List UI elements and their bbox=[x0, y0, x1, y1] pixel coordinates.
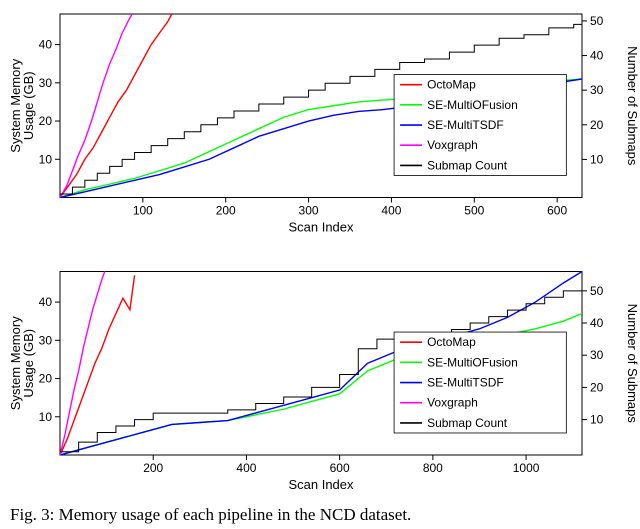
svg-text:1000: 1000 bbox=[513, 461, 540, 475]
svg-text:20: 20 bbox=[39, 372, 53, 386]
legend-label: SE-MultiOFusion bbox=[427, 355, 518, 369]
legend-label: SE-MultiOFusion bbox=[427, 98, 518, 112]
svg-text:50: 50 bbox=[590, 284, 604, 298]
memory-usage-figure: 100 200 300 400 500 600 10 20 30 40 10 20 30 40 50 Scan… bbox=[0, 0, 640, 499]
svg-text:20: 20 bbox=[39, 114, 53, 128]
svg-text:800: 800 bbox=[423, 461, 443, 475]
legend-label: SE-MultiTSDF bbox=[427, 376, 504, 390]
svg-text:20: 20 bbox=[590, 118, 604, 132]
panel-top: 100 200 300 400 500 600 10 20 30 40 10 20 30 40 50 Scan… bbox=[8, 14, 640, 235]
svg-text:10: 10 bbox=[39, 410, 53, 424]
svg-text:10: 10 bbox=[39, 152, 53, 166]
svg-text:100: 100 bbox=[133, 204, 153, 218]
legend-label: Submap Count bbox=[427, 416, 508, 430]
svg-text:600: 600 bbox=[330, 461, 350, 475]
svg-text:300: 300 bbox=[299, 204, 319, 218]
svg-text:30: 30 bbox=[590, 83, 604, 97]
legend: OctoMap SE-MultiOFusion SE-MultiTSDF Voxgra… bbox=[394, 332, 566, 433]
svg-text:50: 50 bbox=[590, 14, 604, 28]
svg-text:Scan Index: Scan Index bbox=[288, 220, 354, 235]
svg-text:40: 40 bbox=[590, 316, 604, 330]
legend-label: Voxgraph bbox=[427, 138, 478, 152]
svg-text:200: 200 bbox=[143, 461, 163, 475]
svg-text:Scan Index: Scan Index bbox=[288, 477, 354, 492]
figure-caption: Fig. 3: Memory usage of each pipeline in… bbox=[0, 505, 640, 525]
svg-text:30: 30 bbox=[39, 76, 53, 90]
svg-text:30: 30 bbox=[39, 333, 53, 347]
svg-text:40: 40 bbox=[39, 295, 53, 309]
svg-text:400: 400 bbox=[236, 461, 256, 475]
legend: OctoMap SE-MultiOFusion SE-MultiTSDF Voxgra… bbox=[394, 75, 566, 176]
svg-text:Number of Submaps: Number of Submaps bbox=[625, 46, 640, 166]
svg-text:500: 500 bbox=[464, 204, 484, 218]
svg-text:Usage (GB): Usage (GB) bbox=[21, 329, 36, 398]
svg-text:Usage (GB): Usage (GB) bbox=[21, 71, 36, 140]
svg-text:20: 20 bbox=[590, 380, 604, 394]
legend-label: OctoMap bbox=[427, 335, 476, 349]
svg-text:40: 40 bbox=[39, 38, 53, 52]
legend-label: Submap Count bbox=[427, 158, 508, 172]
svg-text:10: 10 bbox=[590, 152, 604, 166]
legend-label: OctoMap bbox=[427, 78, 476, 92]
svg-text:200: 200 bbox=[216, 204, 236, 218]
chart-svg: 100 200 300 400 500 600 10 20 30 40 10 20 30 40 50 Scan… bbox=[0, 0, 640, 499]
legend-label: SE-MultiTSDF bbox=[427, 118, 504, 132]
svg-text:30: 30 bbox=[590, 348, 604, 362]
svg-text:600: 600 bbox=[547, 204, 567, 218]
panel-bottom: 200 400 600 800 1000 10 20 30 40 10 20 30 40 50 Scan I… bbox=[8, 272, 640, 493]
svg-text:40: 40 bbox=[590, 49, 604, 63]
legend-label: Voxgraph bbox=[427, 396, 478, 410]
svg-text:10: 10 bbox=[590, 413, 604, 427]
svg-text:400: 400 bbox=[381, 204, 401, 218]
svg-text:Number of Submaps: Number of Submaps bbox=[625, 304, 640, 424]
